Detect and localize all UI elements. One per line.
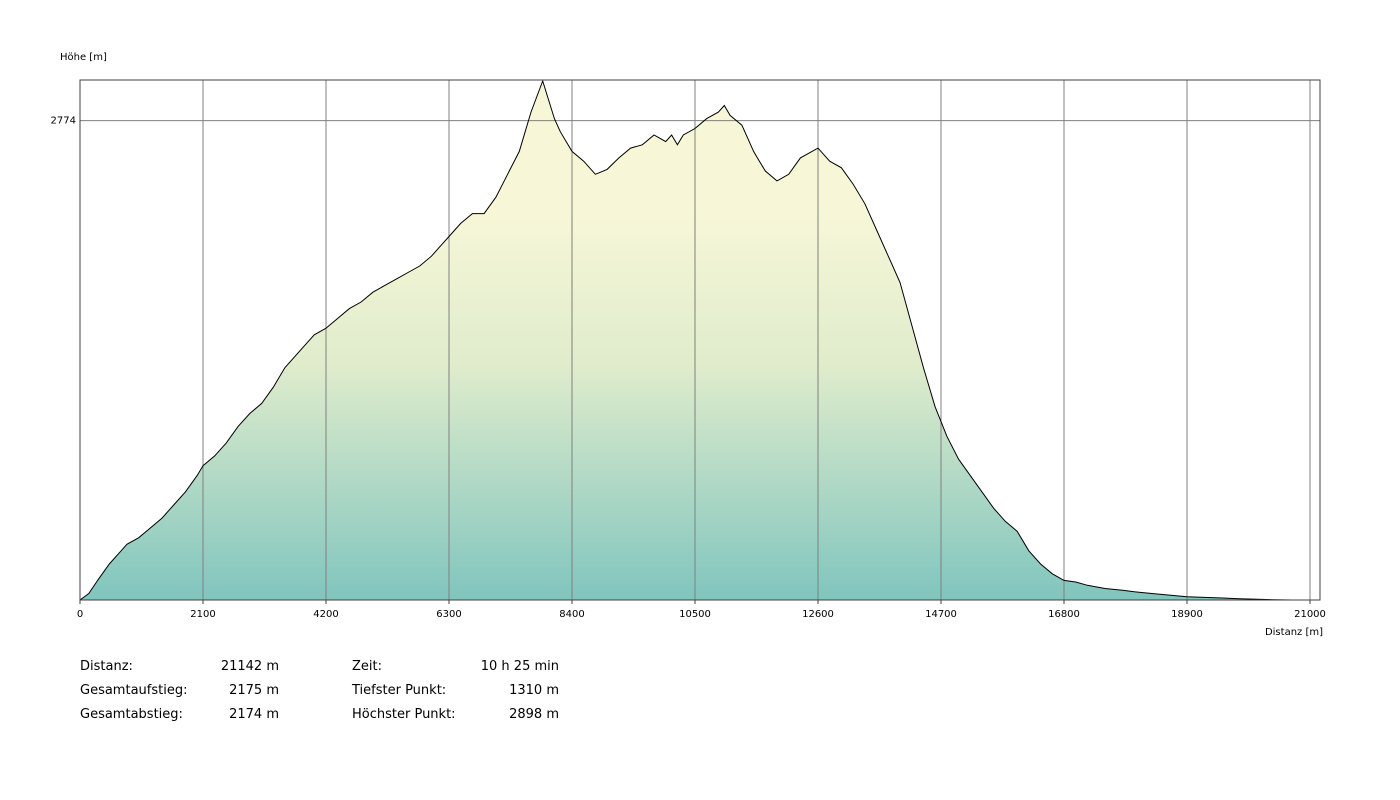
- y-axis-label: Höhe [m]: [60, 52, 107, 63]
- x-tick-label-4200: 4200: [313, 609, 338, 620]
- elevation-chart: Höhe [m] Distanz [m] 0 2100 4200 6300 8400 10…: [51, 52, 1326, 638]
- ascent-value: 2175 m: [229, 683, 279, 698]
- x-tick-label-8400: 8400: [559, 609, 584, 620]
- x-tick-label-12600: 12600: [802, 609, 834, 620]
- x-tick-label-10500: 10500: [679, 609, 711, 620]
- x-tick-label-21000: 21000: [1294, 609, 1326, 620]
- descent-value: 2174 m: [229, 707, 279, 722]
- elevation-area: [80, 81, 1319, 600]
- y-tick-label-2774: 2774: [51, 116, 76, 127]
- time-value: 10 h 25 min: [480, 659, 559, 674]
- x-tick-label-2100: 2100: [190, 609, 215, 620]
- time-label: Zeit:: [352, 659, 382, 674]
- plot-frame: [79, 79, 1321, 601]
- elevation-line: [79, 79, 1319, 601]
- descent-label: Gesamtabstieg:: [80, 707, 183, 722]
- x-tick-label-0: 0: [77, 609, 83, 620]
- x-tick-label-18900: 18900: [1171, 609, 1203, 620]
- distance-value: 21142 m: [220, 659, 279, 674]
- line-layer: [79, 79, 1319, 601]
- x-tick-label-14700: 14700: [925, 609, 957, 620]
- tick-layer: 0 2100 4200 6300 8400 10500 12600 14700 16800 189…: [51, 116, 1326, 620]
- x-axis-label: Distanz [m]: [1265, 627, 1323, 638]
- lowest-point-label: Tiefster Punkt:: [352, 683, 447, 698]
- ascent-label: Gesamtaufstieg:: [80, 683, 188, 698]
- x-tick-label-16800: 16800: [1048, 609, 1080, 620]
- grid-layer: [80, 80, 1320, 600]
- x-tick-label-6300: 6300: [436, 609, 461, 620]
- lowest-point-value: 1310 m: [509, 683, 559, 698]
- area-layer: [80, 81, 1319, 600]
- highest-point-label: Höchster Punkt:: [352, 707, 456, 722]
- highest-point-value: 2898 m: [509, 707, 559, 722]
- distance-label: Distanz:: [80, 659, 133, 674]
